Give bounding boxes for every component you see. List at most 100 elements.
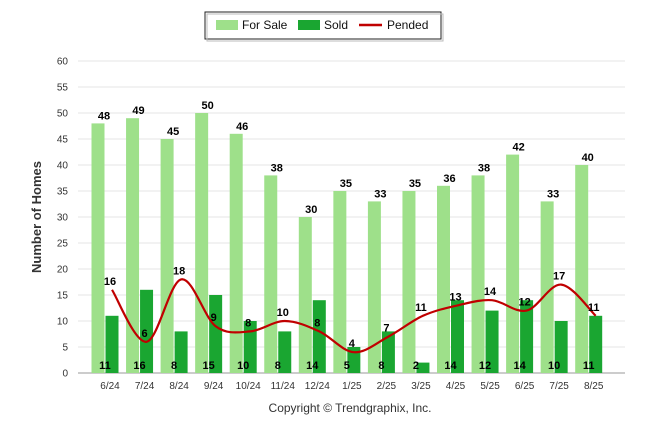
legend-box: [204, 11, 442, 40]
bar-sold: [105, 315, 119, 373]
data-label-sold: 10: [548, 360, 560, 372]
x-tick-label: 6/25: [515, 381, 535, 392]
bar-sold: [278, 331, 292, 373]
y-tick-label: 45: [57, 135, 69, 146]
data-label-sold: 8: [275, 360, 281, 372]
data-label-for-sale: 38: [271, 162, 283, 174]
bar-for-sale: [437, 185, 450, 373]
bar-for-sale: [298, 217, 312, 373]
x-tick-label: 5/25: [480, 381, 500, 392]
bar-sold: [140, 289, 154, 373]
data-label-sold: 8: [171, 360, 177, 372]
data-label-sold: 5: [344, 360, 350, 372]
data-label-for-sale: 35: [409, 178, 421, 190]
bar-for-sale: [402, 191, 416, 373]
data-label-sold: 11: [99, 360, 111, 372]
pended-line-path: [111, 278, 597, 354]
bar-sold: [209, 295, 223, 373]
data-labels: 4811491645850154610388301435533835236143…: [98, 100, 600, 372]
data-label-for-sale: 33: [374, 188, 386, 200]
bar-for-sale: [367, 201, 381, 373]
copyright-text: Copyright © Trendgraphix, Inc.: [269, 401, 432, 415]
y-tick-label: 5: [62, 343, 68, 354]
data-label-pended: 11: [588, 302, 600, 314]
bars: [91, 113, 603, 374]
data-label-for-sale: 48: [98, 110, 110, 122]
bar-sold: [381, 331, 395, 373]
data-label-pended: 13: [449, 291, 461, 303]
bar-sold: [485, 310, 499, 373]
data-label-sold: 12: [479, 360, 491, 372]
data-label-pended: 8: [245, 317, 251, 329]
legend: For Sale Sold Pended: [204, 11, 444, 42]
data-label-pended: 12: [518, 297, 530, 309]
x-tick-label: 8/24: [169, 381, 189, 392]
y-tick-label: 30: [57, 213, 69, 224]
bar-for-sale: [195, 113, 209, 373]
legend-shadow: [206, 13, 444, 42]
legend-label-for-sale: For Sale: [242, 18, 288, 32]
data-label-for-sale: 49: [132, 105, 144, 117]
y-tick-label: 50: [57, 109, 69, 120]
bar-for-sale: [229, 133, 243, 373]
bar-sold: [416, 362, 430, 373]
y-tick-label: 10: [57, 317, 69, 328]
y-tick-label: 35: [57, 187, 69, 198]
x-tick-label: 11/24: [271, 381, 296, 392]
y-axis-label: Number of Homes: [29, 161, 44, 273]
y-tick-label: 15: [57, 291, 69, 302]
x-tick-label: 9/24: [204, 381, 224, 392]
data-label-pended: 9: [211, 312, 217, 324]
data-label-sold: 8: [378, 360, 384, 372]
data-label-pended: 17: [553, 271, 565, 283]
bar-for-sale: [126, 118, 140, 373]
x-tick-label: 8/25: [584, 381, 604, 392]
x-axis-ticks: 6/24 7/24 8/24 9/24 10/24 11/24 12/24 1/25 2/25 3…: [100, 381, 604, 392]
bar-sold: [554, 321, 568, 373]
pended-line: [111, 278, 597, 354]
data-label-for-sale: 33: [547, 188, 559, 200]
data-label-pended: 11: [415, 302, 427, 314]
data-label-for-sale: 40: [582, 152, 594, 164]
bar-for-sale: [471, 175, 485, 373]
data-label-for-sale: 36: [443, 173, 455, 185]
data-label-sold: 16: [133, 360, 145, 372]
bar-for-sale: [575, 165, 589, 373]
data-label-for-sale: 30: [305, 204, 317, 216]
bar-sold: [520, 300, 534, 373]
x-tick-label: 1/25: [342, 381, 362, 392]
data-label-pended: 6: [141, 328, 147, 340]
x-tick-label: 10/24: [236, 381, 261, 392]
x-tick-label: 12/24: [305, 381, 330, 392]
data-label-sold: 11: [583, 360, 595, 372]
data-label-for-sale: 50: [202, 100, 214, 112]
bar-sold: [347, 347, 361, 373]
x-tick-label: 2/25: [377, 381, 397, 392]
x-tick-label: 7/24: [135, 381, 155, 392]
data-label-pended: 4: [349, 338, 356, 350]
data-label-for-sale: 46: [236, 121, 248, 133]
bar-sold: [174, 331, 188, 373]
data-label-pended: 16: [104, 276, 116, 288]
y-axis-ticks: 0 5 10 15 20 25 30 35 40 45 50 55 60: [57, 57, 69, 380]
data-label-sold: 14: [444, 360, 457, 372]
data-label-sold: 10: [237, 360, 249, 372]
x-tick-label: 6/24: [100, 381, 120, 392]
legend-label-sold: Sold: [324, 18, 348, 32]
x-tick-label: 3/25: [411, 381, 431, 392]
data-label-for-sale: 38: [478, 162, 490, 174]
data-label-sold: 15: [203, 360, 215, 372]
bar-for-sale: [91, 123, 105, 374]
legend-swatch-for-sale: [216, 20, 238, 30]
data-label-for-sale: 35: [340, 178, 352, 190]
x-tick-label: 4/25: [446, 381, 466, 392]
data-label-pended: 7: [383, 323, 389, 335]
y-tick-label: 60: [57, 57, 69, 68]
data-label-for-sale: 42: [512, 142, 524, 154]
legend-label-pended: Pended: [387, 18, 428, 32]
y-tick-label: 25: [57, 239, 69, 250]
bar-for-sale: [540, 201, 554, 373]
bar-sold: [451, 300, 464, 373]
y-tick-label: 55: [57, 83, 69, 94]
